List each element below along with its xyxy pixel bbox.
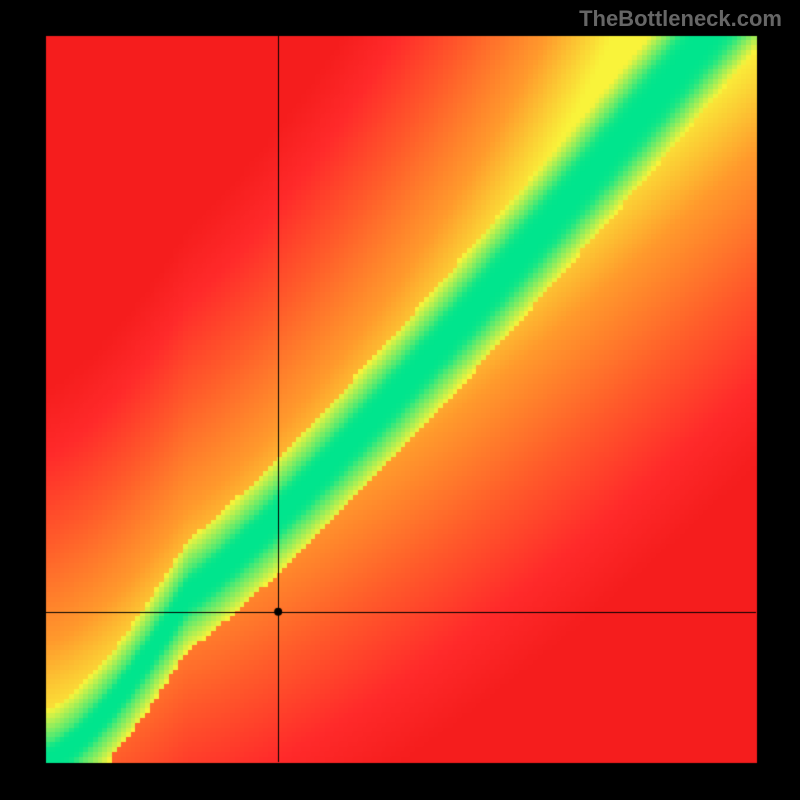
bottleneck-heatmap (0, 0, 800, 800)
watermark-text: TheBottleneck.com (579, 6, 782, 32)
